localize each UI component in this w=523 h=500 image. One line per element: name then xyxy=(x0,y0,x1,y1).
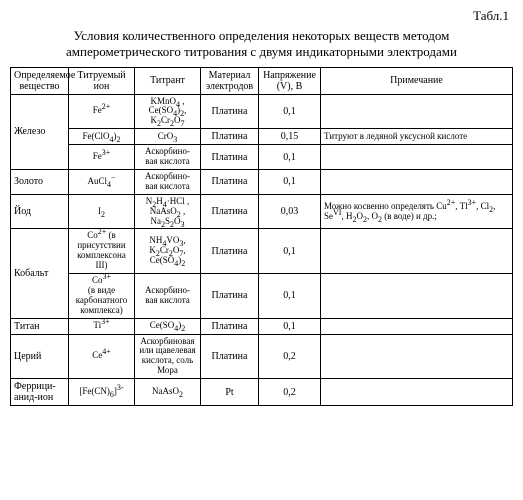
substance-cell: Железо xyxy=(11,94,69,169)
note-cell xyxy=(321,169,513,194)
titrant-cell: NaAsO2 xyxy=(135,379,201,406)
substance-cell: Феррици-анид-ион xyxy=(11,379,69,406)
ion-cell: I2 xyxy=(69,194,135,229)
material-cell: Платина xyxy=(201,129,259,145)
note-cell: Можно косвенно определять Cu2+, Tl3+, Cl… xyxy=(321,194,513,229)
substance-cell: Титан xyxy=(11,318,69,334)
note-cell xyxy=(321,145,513,170)
voltage-cell: 0,1 xyxy=(259,145,321,170)
titrant-cell: Аскорбиновая или щавелевая кислота, соль… xyxy=(135,334,201,379)
voltage-cell: 0,1 xyxy=(259,94,321,129)
material-cell: Pt xyxy=(201,379,259,406)
ion-cell: Fe2+ xyxy=(69,94,135,129)
titrant-cell: Аскорбино-вая кислота xyxy=(135,169,201,194)
material-cell: Платина xyxy=(201,334,259,379)
table-label: Табл.1 xyxy=(10,8,509,24)
voltage-cell: 0,03 xyxy=(259,194,321,229)
substance-cell: Золото xyxy=(11,169,69,194)
caption-line2: амперометрического титрования с двумя ин… xyxy=(66,44,457,59)
voltage-cell: 0,2 xyxy=(259,379,321,406)
note-cell xyxy=(321,229,513,274)
material-cell: Платина xyxy=(201,194,259,229)
table-row: Fe(ClO4)2CrO3Платина0,15Титруют в ледяно… xyxy=(11,129,513,145)
table-row: Co3+(в виде карбонатного комплекса)Аскор… xyxy=(11,273,513,318)
material-cell: Платина xyxy=(201,169,259,194)
material-cell: Платина xyxy=(201,273,259,318)
table-row: ЙодI2N2H4·HCl ,NaAsO2 ,Na2S2O3Платина0,0… xyxy=(11,194,513,229)
col-header: Определяемое вещество xyxy=(11,67,69,94)
substance-cell: Йод xyxy=(11,194,69,229)
material-cell: Платина xyxy=(201,145,259,170)
col-header: Примечание xyxy=(321,67,513,94)
material-cell: Платина xyxy=(201,94,259,129)
titrant-cell: KMnO4 ,Ce(SO4)2,K2Cr2O7 xyxy=(135,94,201,129)
material-cell: Платина xyxy=(201,229,259,274)
table-row: Fe3+Аскорбино-вая кислотаПлатина0,1 xyxy=(11,145,513,170)
caption: Условия количественного определения неко… xyxy=(27,28,497,61)
table-row: ТитанTi3+Ce(SO4)2Платина0,1 xyxy=(11,318,513,334)
table-row: ЖелезоFe2+KMnO4 ,Ce(SO4)2,K2Cr2O7Платина… xyxy=(11,94,513,129)
voltage-cell: 0,1 xyxy=(259,318,321,334)
note-cell xyxy=(321,273,513,318)
ion-cell: Ce4+ xyxy=(69,334,135,379)
voltage-cell: 0,15 xyxy=(259,129,321,145)
table-row: ЗолотоAuCl4−Аскорбино-вая кислотаПлатина… xyxy=(11,169,513,194)
material-cell: Платина xyxy=(201,318,259,334)
conditions-table: Определяемое веществоТитруемый ионТитран… xyxy=(10,67,513,407)
titrant-cell: NH4VO3,K2Cr2O7,Ce(SO4)2 xyxy=(135,229,201,274)
ion-cell: Co2+ (в присутствии комплексона III) xyxy=(69,229,135,274)
col-header: Титрант xyxy=(135,67,201,94)
note-cell: Титруют в ледяной уксусной кислоте xyxy=(321,129,513,145)
substance-cell: Церий xyxy=(11,334,69,379)
table-row: КобальтCo2+ (в присутствии комплексона I… xyxy=(11,229,513,274)
caption-line1: Условия количественного определения неко… xyxy=(74,28,450,43)
voltage-cell: 0,2 xyxy=(259,334,321,379)
col-header: Напряжение (V), В xyxy=(259,67,321,94)
titrant-cell: Ce(SO4)2 xyxy=(135,318,201,334)
titrant-cell: Аскорбино-вая кислота xyxy=(135,273,201,318)
col-header: Материал электродов xyxy=(201,67,259,94)
ion-cell: AuCl4− xyxy=(69,169,135,194)
titrant-cell: N2H4·HCl ,NaAsO2 ,Na2S2O3 xyxy=(135,194,201,229)
header-row: Определяемое веществоТитруемый ионТитран… xyxy=(11,67,513,94)
substance-cell: Кобальт xyxy=(11,229,69,318)
table-row: ЦерийCe4+Аскорбиновая или щавелевая кисл… xyxy=(11,334,513,379)
ion-cell: Fe(ClO4)2 xyxy=(69,129,135,145)
ion-cell: Fe3+ xyxy=(69,145,135,170)
ion-cell: Co3+(в виде карбонатного комплекса) xyxy=(69,273,135,318)
table-row: Феррици-анид-ион[Fe(CN)6]3-NaAsO2Pt0,2 xyxy=(11,379,513,406)
titrant-cell: Аскорбино-вая кислота xyxy=(135,145,201,170)
note-cell xyxy=(321,318,513,334)
voltage-cell: 0,1 xyxy=(259,169,321,194)
note-cell xyxy=(321,379,513,406)
titrant-cell: CrO3 xyxy=(135,129,201,145)
voltage-cell: 0,1 xyxy=(259,229,321,274)
note-cell xyxy=(321,94,513,129)
col-header: Титруемый ион xyxy=(69,67,135,94)
voltage-cell: 0,1 xyxy=(259,273,321,318)
ion-cell: Ti3+ xyxy=(69,318,135,334)
note-cell xyxy=(321,334,513,379)
ion-cell: [Fe(CN)6]3- xyxy=(69,379,135,406)
